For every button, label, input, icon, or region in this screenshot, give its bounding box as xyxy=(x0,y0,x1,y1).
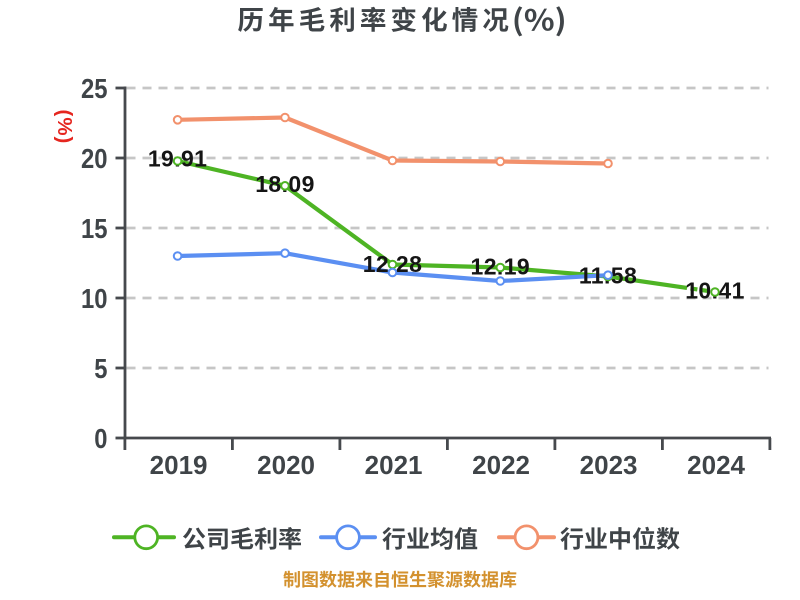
svg-text:25: 25 xyxy=(81,73,108,104)
svg-text:5: 5 xyxy=(94,353,107,384)
svg-text:2024: 2024 xyxy=(687,450,745,480)
svg-text:2020: 2020 xyxy=(257,450,315,480)
svg-text:2023: 2023 xyxy=(580,450,638,480)
svg-text:2021: 2021 xyxy=(365,450,423,480)
svg-text:2022: 2022 xyxy=(472,450,530,480)
svg-text:(%): (%) xyxy=(53,110,76,145)
svg-text:0: 0 xyxy=(94,423,107,454)
svg-text:10: 10 xyxy=(81,283,108,314)
svg-text:20: 20 xyxy=(81,143,108,174)
svg-text:15: 15 xyxy=(81,213,108,244)
svg-text:2019: 2019 xyxy=(150,450,208,480)
